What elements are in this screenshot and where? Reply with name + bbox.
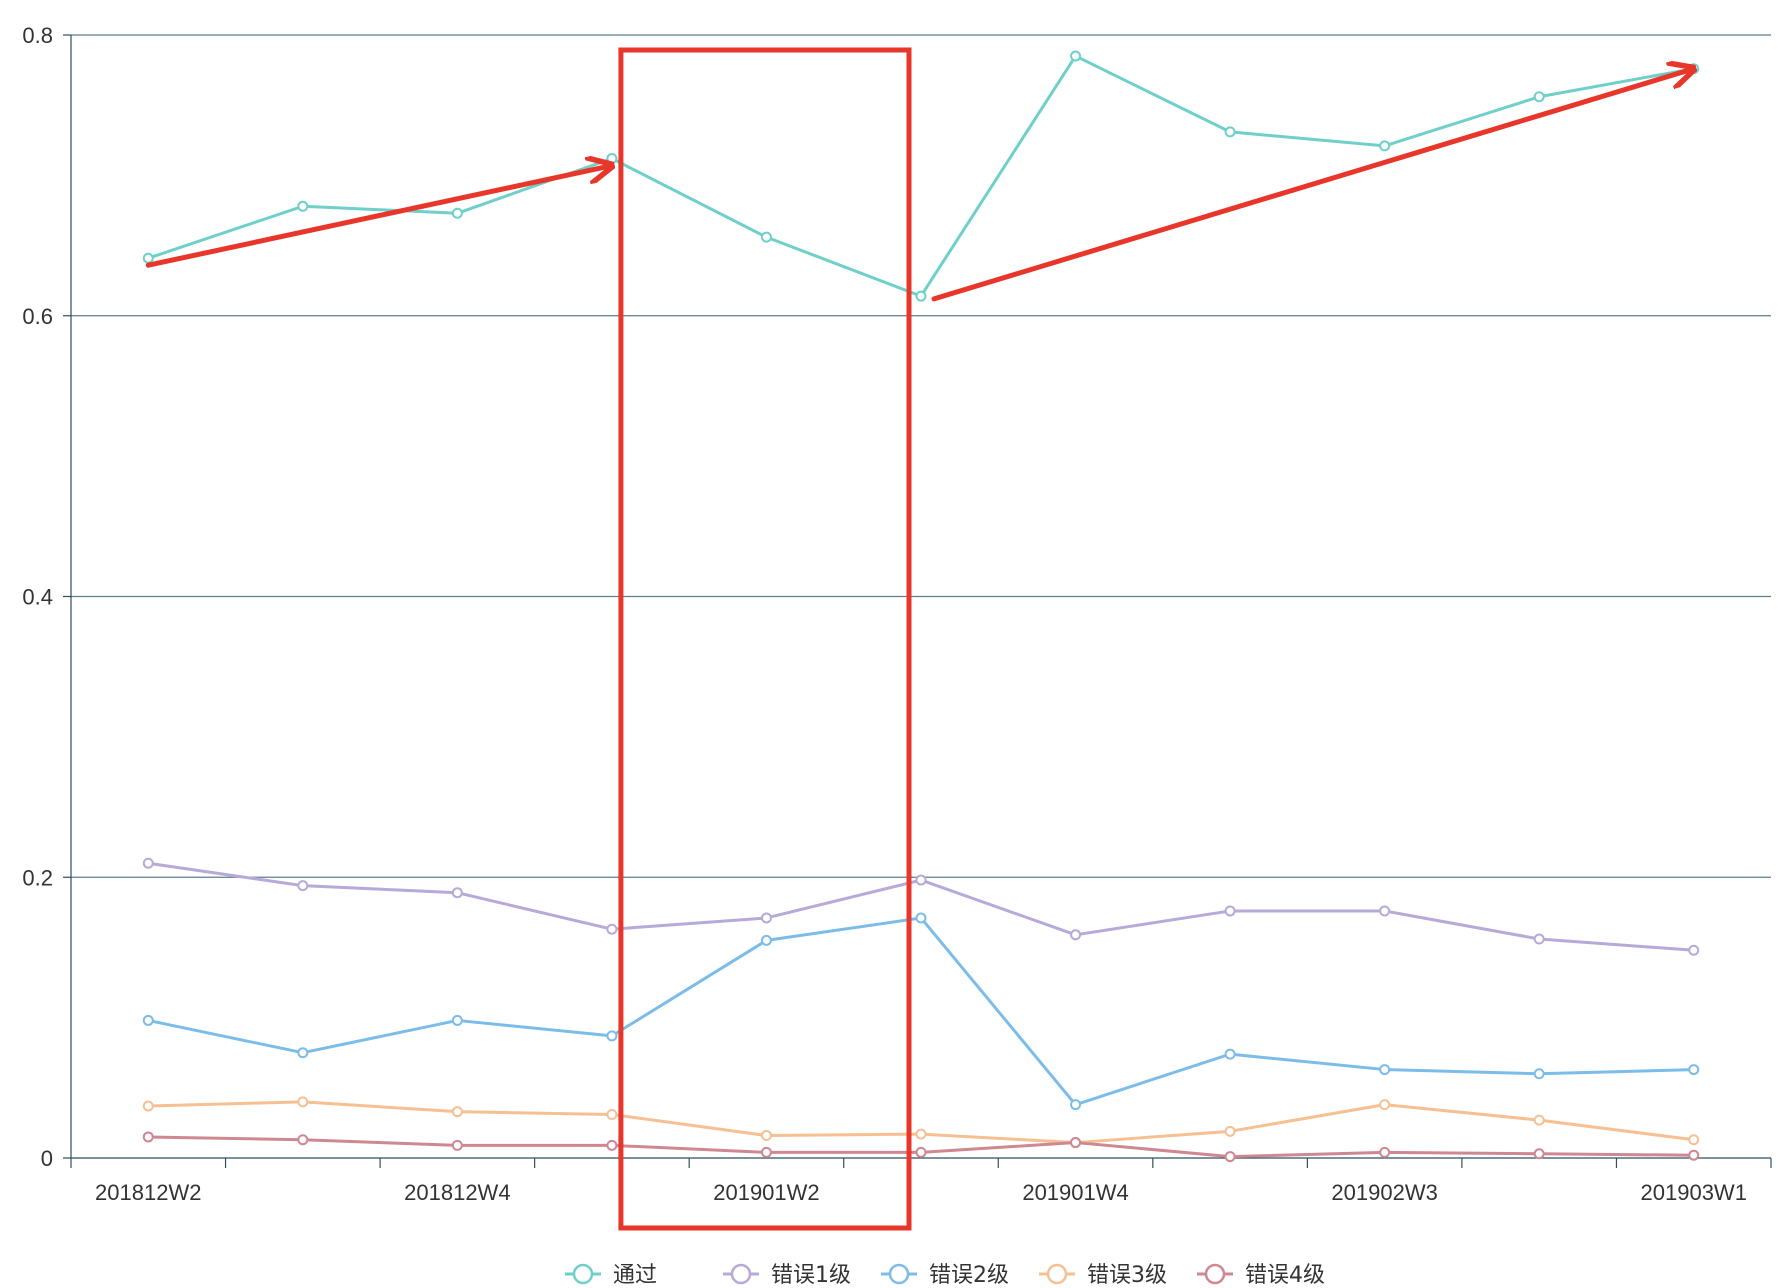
- x-tick-label: 201901W4: [1022, 1180, 1128, 1205]
- data-point[interactable]: [1379, 1099, 1391, 1111]
- data-point[interactable]: [451, 1139, 463, 1151]
- data-point[interactable]: [1533, 1114, 1545, 1126]
- legend-item-1[interactable]: 错误1级: [723, 1263, 851, 1288]
- legend-swatch-marker: [1204, 1263, 1226, 1285]
- data-point[interactable]: [606, 1139, 618, 1151]
- legend-label: 错误4级: [1245, 1263, 1325, 1288]
- data-point[interactable]: [760, 934, 772, 946]
- legend-swatch-marker: [1046, 1263, 1068, 1285]
- data-point[interactable]: [1379, 1064, 1391, 1076]
- data-point[interactable]: [297, 200, 309, 212]
- x-tick-label: 201902W3: [1331, 1180, 1437, 1205]
- data-point[interactable]: [1533, 91, 1545, 103]
- data-point[interactable]: [1533, 1068, 1545, 1080]
- data-point[interactable]: [1379, 140, 1391, 152]
- data-point[interactable]: [297, 1047, 309, 1059]
- data-point[interactable]: [1224, 905, 1236, 917]
- data-point[interactable]: [760, 1130, 772, 1142]
- data-point[interactable]: [1224, 1125, 1236, 1137]
- data-point[interactable]: [1070, 1137, 1082, 1149]
- data-point[interactable]: [1533, 1148, 1545, 1160]
- data-point[interactable]: [1070, 50, 1082, 62]
- y-tick-label: 0.4: [22, 585, 53, 610]
- x-tick-label: 201812W4: [404, 1180, 510, 1205]
- data-point[interactable]: [1224, 1151, 1236, 1163]
- data-point[interactable]: [142, 857, 154, 869]
- data-point[interactable]: [1224, 126, 1236, 138]
- legend-item-4[interactable]: 错误4级: [1197, 1263, 1325, 1288]
- data-point[interactable]: [1688, 1064, 1700, 1076]
- trend-arrow-2: [931, 69, 1694, 302]
- legend-item-0[interactable]: 通过: [565, 1263, 657, 1288]
- y-tick-label: 0.8: [22, 23, 53, 48]
- data-point[interactable]: [297, 1134, 309, 1146]
- data-point[interactable]: [1688, 944, 1700, 956]
- legend-swatch-marker: [730, 1263, 752, 1285]
- data-point[interactable]: [451, 887, 463, 899]
- data-point[interactable]: [142, 252, 154, 264]
- legend-item-3[interactable]: 错误3级: [1039, 1263, 1167, 1288]
- data-point[interactable]: [760, 1146, 772, 1158]
- data-point[interactable]: [760, 231, 772, 243]
- data-point[interactable]: [606, 1030, 618, 1042]
- data-point[interactable]: [1688, 1134, 1700, 1146]
- data-point[interactable]: [142, 1100, 154, 1112]
- data-point[interactable]: [1533, 933, 1545, 945]
- legend-label: 错误3级: [1087, 1263, 1167, 1288]
- data-point[interactable]: [915, 912, 927, 924]
- data-point[interactable]: [606, 153, 618, 165]
- x-tick-label: 201903W1: [1641, 1180, 1747, 1205]
- data-point[interactable]: [1070, 1099, 1082, 1111]
- data-point[interactable]: [142, 1014, 154, 1026]
- y-tick-label: 0.6: [22, 304, 53, 329]
- data-point[interactable]: [915, 290, 927, 302]
- x-tick-label: 201901W2: [713, 1180, 819, 1205]
- data-point[interactable]: [297, 1096, 309, 1108]
- data-point[interactable]: [915, 1146, 927, 1158]
- data-point[interactable]: [451, 207, 463, 219]
- data-point[interactable]: [915, 874, 927, 886]
- data-point[interactable]: [297, 880, 309, 892]
- legend-swatch-marker: [888, 1263, 910, 1285]
- data-point[interactable]: [1224, 1048, 1236, 1060]
- legend-item-2[interactable]: 错误2级: [881, 1263, 1009, 1288]
- series-line-0: [146, 54, 1696, 298]
- legend-label: 通过: [613, 1263, 657, 1288]
- legend-label: 错误2级: [929, 1263, 1009, 1288]
- legend-swatch-marker: [572, 1263, 594, 1285]
- data-point[interactable]: [451, 1106, 463, 1118]
- y-tick-label: 0: [41, 1146, 53, 1171]
- data-point[interactable]: [606, 923, 618, 935]
- data-point[interactable]: [1379, 905, 1391, 917]
- highlight-box: [618, 47, 912, 1231]
- data-point[interactable]: [142, 1131, 154, 1143]
- data-point[interactable]: [760, 912, 772, 924]
- series-line-2: [146, 916, 1696, 1107]
- y-tick-label: 0.2: [22, 865, 53, 890]
- data-point[interactable]: [915, 1128, 927, 1140]
- data-point[interactable]: [1070, 929, 1082, 941]
- trend-arrow-1: [145, 166, 612, 268]
- data-point[interactable]: [1379, 1146, 1391, 1158]
- data-point[interactable]: [606, 1108, 618, 1120]
- data-point[interactable]: [1688, 1149, 1700, 1161]
- legend-label: 错误1级: [771, 1263, 851, 1288]
- data-point[interactable]: [451, 1014, 463, 1026]
- x-tick-label: 201812W2: [95, 1180, 201, 1205]
